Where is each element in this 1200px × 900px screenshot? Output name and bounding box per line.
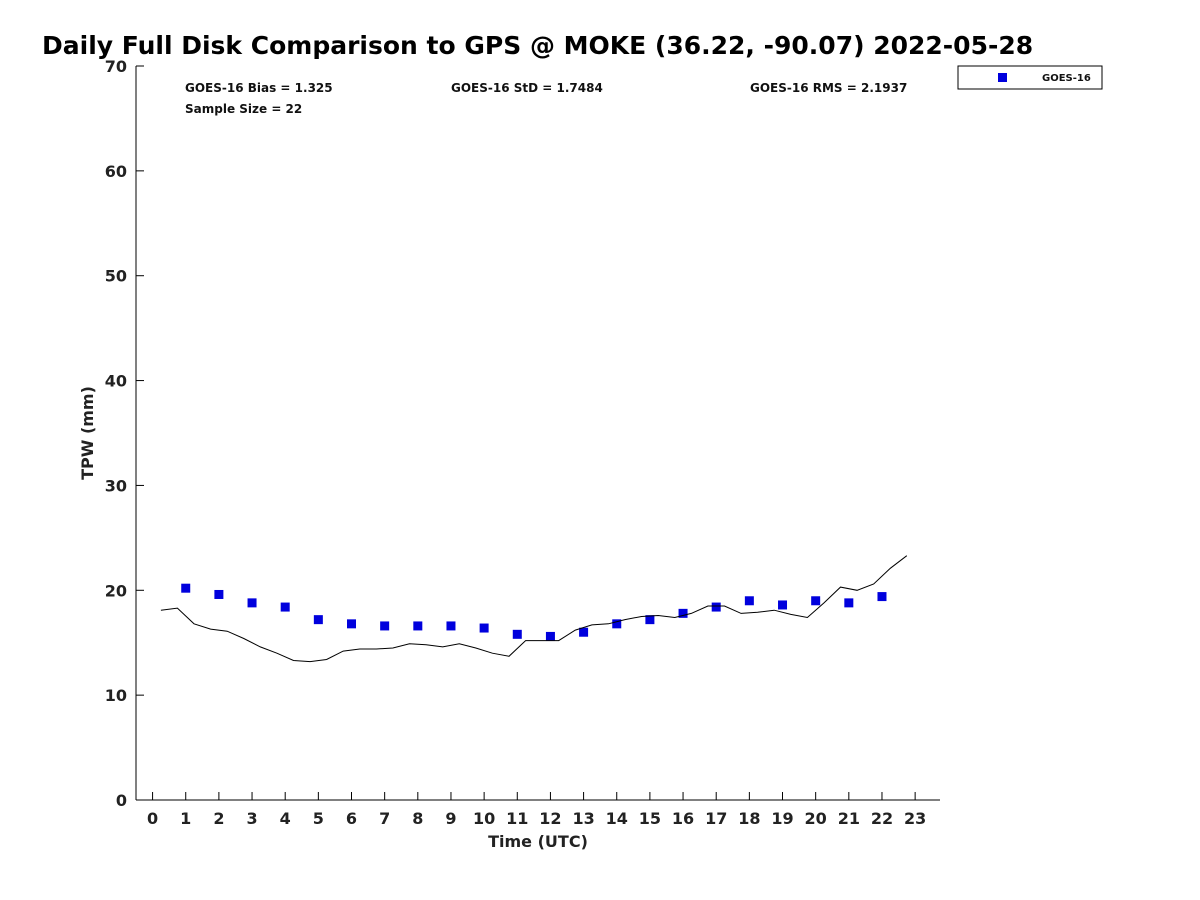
goes16-point: [446, 621, 456, 631]
x-tick-label: 13: [572, 809, 594, 828]
x-tick-label: 2: [213, 809, 224, 828]
goes16-point: [744, 596, 754, 606]
goes16-point: [347, 619, 357, 629]
goes16-point: [844, 598, 854, 608]
x-tick-label: 11: [506, 809, 528, 828]
x-tick-label: 12: [539, 809, 561, 828]
y-tick-label: 30: [105, 476, 127, 495]
goes16-point: [645, 615, 655, 625]
bias-stat: GOES-16 Bias = 1.325: [185, 81, 333, 95]
x-tick-label: 22: [871, 809, 893, 828]
x-tick-label: 20: [805, 809, 827, 828]
legend: GOES-16: [957, 65, 1103, 90]
goes16-point: [612, 619, 622, 629]
rms-stat: GOES-16 RMS = 2.1937: [750, 81, 907, 95]
x-tick-label: 9: [445, 809, 456, 828]
y-tick-label: 20: [105, 581, 127, 600]
y-ticks: 0 10 20 30 40 50 60 70: [105, 57, 144, 810]
axes: [135, 66, 940, 801]
x-tick-label: 6: [346, 809, 357, 828]
y-tick-label: 0: [116, 791, 127, 810]
x-axis-label: Time (UTC): [488, 832, 588, 851]
x-tick-label: 1: [180, 809, 191, 828]
x-tick-label: 8: [412, 809, 423, 828]
y-axis-label: TPW (mm): [78, 386, 97, 480]
x-tick-label: 7: [379, 809, 390, 828]
goes16-point: [280, 602, 290, 612]
legend-label-goes16: GOES-16: [1042, 73, 1091, 84]
goes16-point: [778, 600, 788, 610]
goes16-point: [181, 583, 191, 593]
goes16-point: [380, 621, 390, 631]
goes16-point: [479, 623, 489, 633]
x-tick-label: 0: [147, 809, 158, 828]
x-tick-label: 15: [639, 809, 661, 828]
x-tick-label: 19: [771, 809, 793, 828]
std-stat: GOES-16 StD = 1.7484: [451, 81, 603, 95]
goes16-point: [214, 589, 224, 599]
x-tick-label: 21: [838, 809, 860, 828]
goes16-point: [811, 596, 821, 606]
x-tick-label: 10: [473, 809, 495, 828]
x-ticks: 0 1 2 3 4 5 6 7 8 9 10 11 12 13 14 15 16 17 18 19 20 21 22 23: [147, 792, 926, 828]
goes16-point: [579, 627, 589, 637]
x-tick-label: 4: [280, 809, 291, 828]
x-tick-label: 16: [672, 809, 694, 828]
gps-tpw-line: [160, 555, 908, 663]
x-tick-label: 17: [705, 809, 727, 828]
legend-box: [957, 65, 1103, 90]
goes16-point: [678, 608, 688, 618]
x-tick-label: 18: [738, 809, 760, 828]
x-tick-label: 23: [904, 809, 926, 828]
goes16-point: [413, 621, 423, 631]
y-tick-label: 10: [105, 686, 127, 705]
x-tick-label: 3: [246, 809, 257, 828]
series-layer: [160, 555, 908, 663]
goes16-point: [877, 592, 887, 602]
goes16-point: [512, 629, 522, 639]
y-tick-label: 50: [105, 267, 127, 286]
goes16-point: [711, 602, 721, 612]
y-tick-label: 60: [105, 162, 127, 181]
sample-size-stat: Sample Size = 22: [185, 102, 302, 116]
legend-marker-goes16: [998, 73, 1007, 82]
y-tick-label: 40: [105, 372, 127, 391]
chart-title: Daily Full Disk Comparison to GPS @ MOKE…: [42, 31, 1033, 60]
goes16-point: [247, 598, 257, 608]
y-tick-label: 70: [105, 57, 127, 76]
x-tick-label: 5: [313, 809, 324, 828]
x-tick-label: 14: [606, 809, 628, 828]
goes16-point: [545, 631, 555, 641]
goes16-point: [313, 615, 323, 625]
